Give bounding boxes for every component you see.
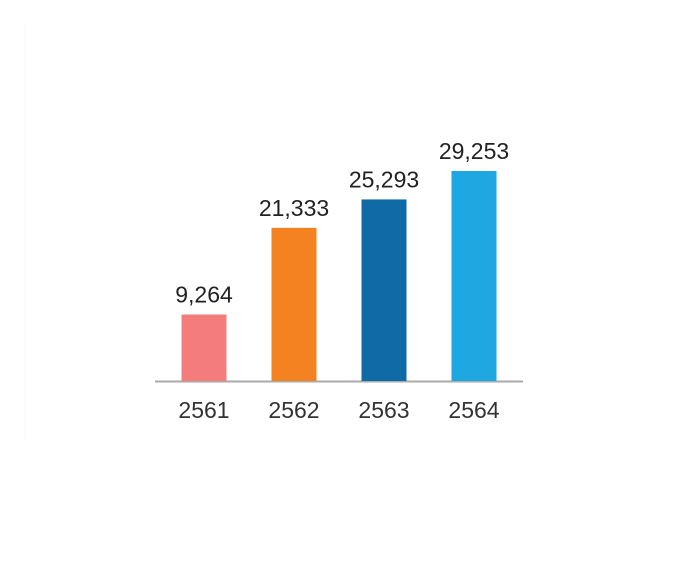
x-tick-label: 2561 — [178, 397, 229, 423]
value-label: 21,333 — [259, 195, 329, 221]
value-label: 25,293 — [349, 166, 419, 192]
x-tick-label: 2563 — [358, 397, 409, 423]
bar — [271, 227, 317, 381]
x-tick-label: 2562 — [268, 397, 319, 423]
bar — [451, 171, 497, 381]
bar — [181, 314, 227, 381]
value-label: 9,264 — [175, 281, 233, 307]
bar — [361, 199, 407, 381]
x-tick-label: 2564 — [448, 397, 499, 423]
value-label: 29,253 — [439, 138, 509, 164]
